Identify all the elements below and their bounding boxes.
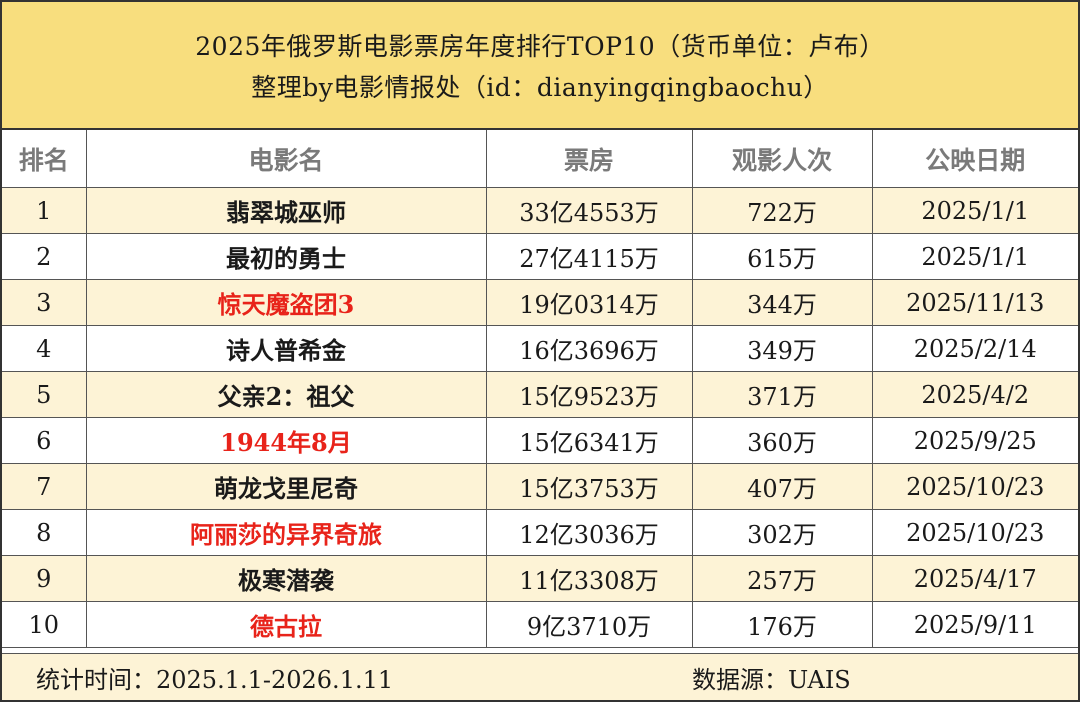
cell-box-office: 27亿4115万 xyxy=(485,233,693,280)
cell-release-date: 2025/1/1 xyxy=(871,187,1078,234)
cell-admissions: 349万 xyxy=(691,325,873,372)
cell-admissions: 722万 xyxy=(691,187,873,234)
table-row: 2 最初的勇士 27亿4115万 615万 2025/1/1 xyxy=(2,233,1078,280)
cell-admissions: 407万 xyxy=(691,463,873,510)
header-admissions: 观影人次 xyxy=(691,130,873,188)
cell-admissions: 302万 xyxy=(691,509,873,556)
cell-rank: 1 xyxy=(2,187,87,234)
cell-release-date: 2025/9/25 xyxy=(871,417,1078,464)
cell-rank: 7 xyxy=(2,463,87,510)
table-row: 7 萌龙戈里尼奇 15亿3753万 407万 2025/10/23 xyxy=(2,463,1078,510)
cell-release-date: 2025/4/17 xyxy=(871,555,1078,602)
table-row: 4 诗人普希金 16亿3696万 349万 2025/2/14 xyxy=(2,325,1078,372)
cell-rank: 6 xyxy=(2,417,87,464)
title-band: 2025年俄罗斯电影票房年度排行TOP10（货币单位：卢布） 整理by电影情报处… xyxy=(2,2,1078,130)
cell-rank: 5 xyxy=(2,371,87,418)
header-rank: 排名 xyxy=(2,130,87,188)
cell-box-office: 12亿3036万 xyxy=(485,509,693,556)
header-title: 电影名 xyxy=(85,130,487,188)
cell-admissions: 344万 xyxy=(691,279,873,326)
cell-admissions: 176万 xyxy=(691,601,873,648)
cell-title: 惊天魔盗团3 xyxy=(85,279,487,326)
cell-admissions: 615万 xyxy=(691,233,873,280)
cell-release-date: 2025/10/23 xyxy=(871,463,1078,510)
cell-box-office: 15亿6341万 xyxy=(485,417,693,464)
table-row: 5 父亲2：祖父 15亿9523万 371万 2025/4/2 xyxy=(2,371,1078,418)
table-row: 9 极寒潜袭 11亿3308万 257万 2025/4/17 xyxy=(2,555,1078,602)
cell-release-date: 2025/2/14 xyxy=(871,325,1078,372)
table-row: 3 惊天魔盗团3 19亿0314万 344万 2025/11/13 xyxy=(2,279,1078,326)
title-line-2: 整理by电影情报处（id：dianyingqingbaochu） xyxy=(251,73,829,102)
cell-title: 诗人普希金 xyxy=(85,325,487,372)
header-release-date: 公映日期 xyxy=(871,130,1078,188)
cell-admissions: 371万 xyxy=(691,371,873,418)
table-row: 8 阿丽莎的异界奇旅 12亿3036万 302万 2025/10/23 xyxy=(2,509,1078,556)
cell-release-date: 2025/1/1 xyxy=(871,233,1078,280)
cell-box-office: 9亿3710万 xyxy=(485,601,693,648)
footer-band: 统计时间：2025.1.1-2026.1.11 数据源：UAIS xyxy=(2,653,1078,700)
cell-title: 1944年8月 xyxy=(85,417,487,464)
cell-release-date: 2025/11/13 xyxy=(871,279,1078,326)
cell-title: 德古拉 xyxy=(85,601,487,648)
footer-period: 统计时间：2025.1.1-2026.1.11 xyxy=(36,665,394,694)
cell-box-office: 11亿3308万 xyxy=(485,555,693,602)
table-header-row: 排名 电影名 票房 观影人次 公映日期 xyxy=(2,130,1078,188)
table-row: 10 德古拉 9亿3710万 176万 2025/9/11 xyxy=(2,601,1078,648)
cell-box-office: 33亿4553万 xyxy=(485,187,693,234)
cell-rank: 8 xyxy=(2,509,87,556)
cell-release-date: 2025/9/11 xyxy=(871,601,1078,648)
cell-box-office: 19亿0314万 xyxy=(485,279,693,326)
cell-rank: 2 xyxy=(2,233,87,280)
cell-release-date: 2025/4/2 xyxy=(871,371,1078,418)
cell-title: 最初的勇士 xyxy=(85,233,487,280)
cell-rank: 4 xyxy=(2,325,87,372)
cell-title: 极寒潜袭 xyxy=(85,555,487,602)
cell-box-office: 16亿3696万 xyxy=(485,325,693,372)
cell-rank: 9 xyxy=(2,555,87,602)
cell-title: 阿丽莎的异界奇旅 xyxy=(85,509,487,556)
header-box-office: 票房 xyxy=(485,130,693,188)
cell-release-date: 2025/10/23 xyxy=(871,509,1078,556)
cell-title: 萌龙戈里尼奇 xyxy=(85,463,487,510)
title-line-1: 2025年俄罗斯电影票房年度排行TOP10（货币单位：卢布） xyxy=(195,32,885,61)
cell-admissions: 257万 xyxy=(691,555,873,602)
table-row: 6 1944年8月 15亿6341万 360万 2025/9/25 xyxy=(2,417,1078,464)
cell-box-office: 15亿3753万 xyxy=(485,463,693,510)
cell-rank: 3 xyxy=(2,279,87,326)
cell-box-office: 15亿9523万 xyxy=(485,371,693,418)
cell-title: 父亲2：祖父 xyxy=(85,371,487,418)
cell-admissions: 360万 xyxy=(691,417,873,464)
cell-title: 翡翠城巫师 xyxy=(85,187,487,234)
table-row: 1 翡翠城巫师 33亿4553万 722万 2025/1/1 xyxy=(2,187,1078,234)
footer-source: 数据源：UAIS xyxy=(692,665,851,694)
cell-rank: 10 xyxy=(2,601,87,648)
box-office-table: 排名 电影名 票房 观影人次 公映日期 1 翡翠城巫师 33亿4553万 722万 20… xyxy=(2,130,1078,648)
